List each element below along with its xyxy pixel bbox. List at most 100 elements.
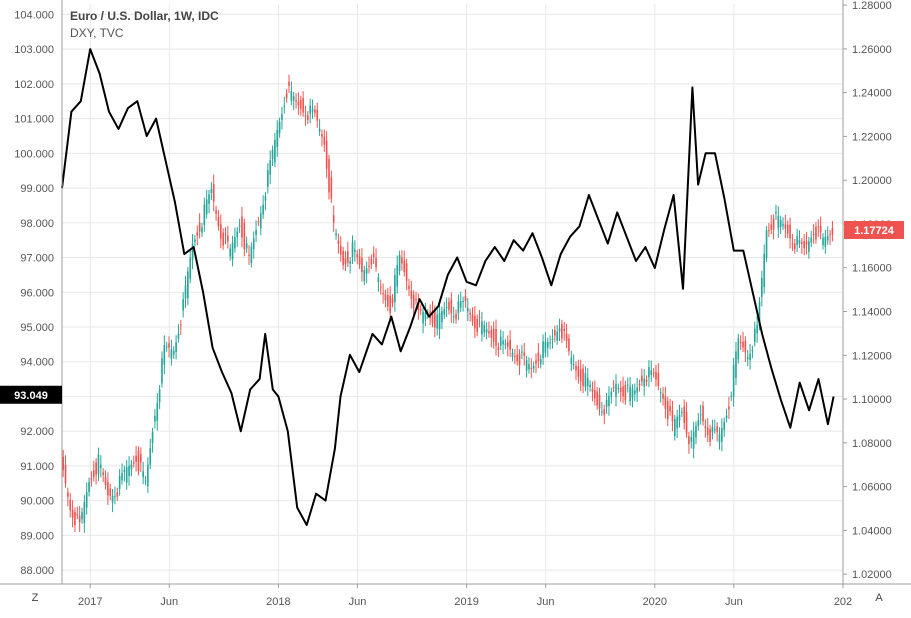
candle [744, 336, 747, 362]
time-tick-label: Jun [349, 596, 367, 608]
left-tick-label: 91.000 [20, 461, 54, 473]
candle [222, 228, 224, 250]
candle [768, 223, 770, 238]
right-tick-label: 1.08000 [852, 438, 892, 450]
candle [241, 206, 243, 248]
candle [92, 460, 95, 482]
candle [250, 242, 253, 268]
candle [356, 249, 359, 265]
candle [735, 341, 737, 386]
candle [236, 227, 239, 247]
candle [69, 493, 72, 518]
candle [554, 325, 556, 343]
right-tick-label: 1.12000 [852, 350, 892, 362]
candle [304, 105, 307, 126]
candle [652, 368, 655, 378]
legend-secondary: DXY, TVC [70, 26, 124, 40]
candle [365, 261, 368, 284]
right-tick-label: 1.14000 [852, 307, 892, 319]
candle [372, 246, 375, 265]
candle [584, 366, 587, 392]
candle [514, 349, 516, 365]
candle [441, 306, 443, 330]
candle [269, 150, 272, 185]
candle [346, 241, 349, 268]
candle [568, 333, 570, 356]
candle [351, 235, 354, 265]
candle [424, 302, 427, 326]
candle [641, 368, 643, 387]
candle [829, 229, 831, 245]
candle [450, 292, 453, 323]
time-tick-label: 202 [834, 596, 852, 608]
candle [208, 189, 210, 214]
candle [363, 265, 366, 286]
dxy-series-line [61, 48, 835, 526]
candle [598, 387, 601, 416]
candle [796, 228, 798, 252]
candle [212, 174, 215, 212]
candle [751, 345, 754, 359]
left-tick-label: 100.000 [14, 148, 54, 160]
candle [391, 294, 394, 308]
candle [784, 214, 787, 238]
candle [826, 226, 829, 245]
candle [445, 297, 448, 318]
candle [596, 387, 598, 410]
candle [476, 314, 479, 337]
candle [97, 447, 100, 481]
time-tick-label: Jun [160, 596, 178, 608]
candle [443, 301, 446, 320]
candle [824, 229, 827, 254]
candle [483, 320, 486, 338]
candle [481, 311, 483, 342]
candle [95, 458, 97, 485]
candle [690, 430, 693, 449]
candle [184, 275, 187, 309]
candle [264, 191, 267, 211]
candle [318, 119, 321, 136]
candle [130, 460, 133, 477]
right-tick-label: 1.06000 [852, 482, 892, 494]
candle [358, 248, 361, 270]
candle [288, 74, 290, 93]
zoom-button[interactable]: Z [31, 592, 39, 604]
candle [801, 237, 803, 254]
auto-scale-button[interactable]: A [875, 592, 883, 604]
candle [765, 225, 768, 262]
candle [655, 364, 657, 387]
candle [179, 320, 182, 336]
candle [815, 222, 817, 244]
candle [622, 376, 624, 404]
candle [382, 283, 384, 304]
candle [532, 361, 535, 373]
time-axis: 2017 Jun 2018 Jun 2019 Jun 2020 Jun 202 [0, 583, 911, 608]
candle [448, 297, 450, 315]
candle [243, 218, 246, 257]
right-tick-label: 1.22000 [852, 131, 892, 143]
candle [257, 216, 260, 226]
candle [685, 402, 688, 438]
candle [603, 404, 606, 425]
candle [170, 339, 173, 366]
candle [102, 468, 104, 483]
candle [198, 213, 201, 239]
candle [142, 461, 144, 485]
candle [777, 206, 780, 238]
candle [474, 306, 476, 338]
candle [746, 350, 749, 367]
candle [342, 246, 344, 270]
candle [565, 323, 568, 349]
candle [650, 360, 653, 382]
candle [466, 298, 469, 322]
candle [309, 98, 312, 124]
right-tick-label: 1.26000 [852, 44, 892, 56]
candle [779, 215, 782, 235]
candle [325, 131, 328, 179]
candle [798, 230, 801, 249]
candle [709, 424, 711, 447]
candle [739, 335, 742, 350]
candle [539, 354, 542, 369]
candle [728, 396, 730, 419]
